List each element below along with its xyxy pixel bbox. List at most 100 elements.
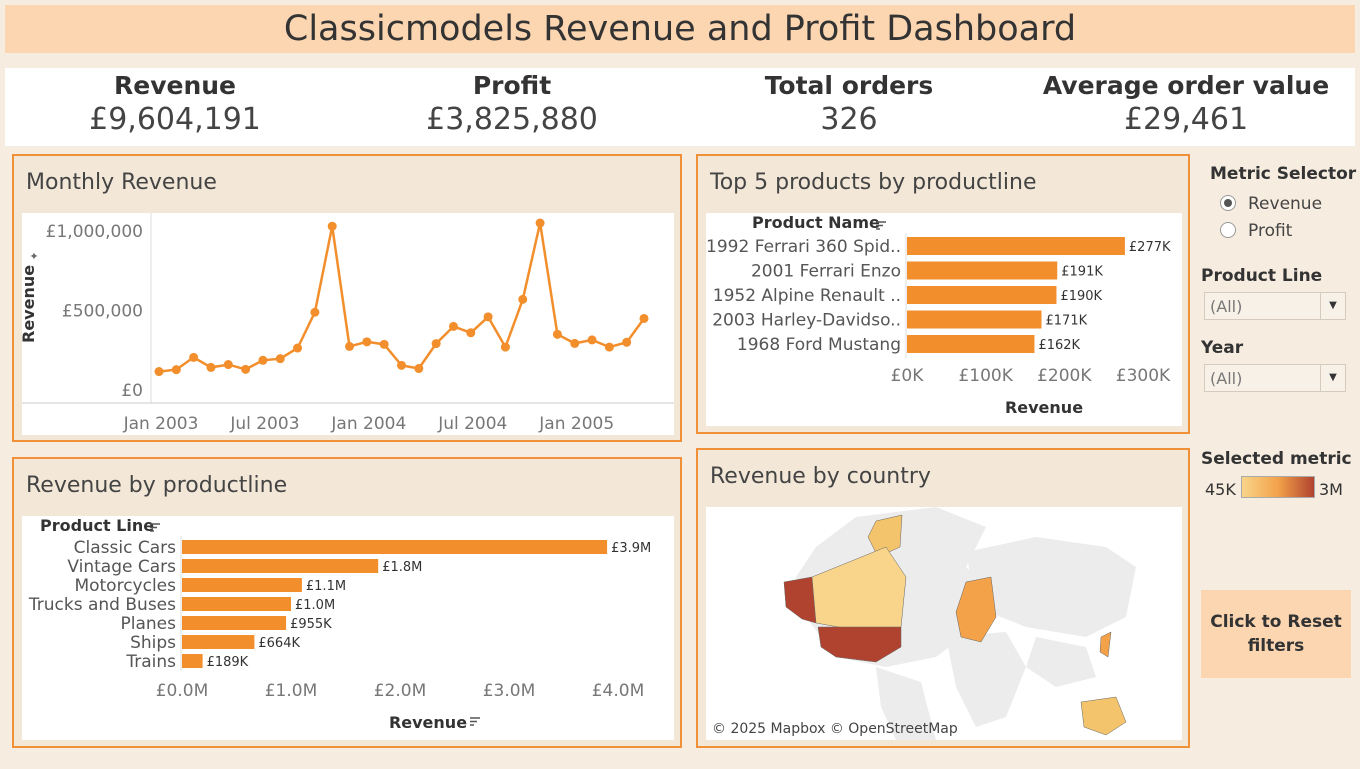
data-point[interactable]	[431, 339, 441, 349]
top5-products-chart[interactable]: Product Name 1992 Ferrari 360 Spid.. £277…	[706, 213, 1182, 426]
metric-selector-label: Metric Selector	[1210, 164, 1357, 184]
legend-min-label: 45K	[1205, 480, 1236, 499]
data-point[interactable]	[604, 342, 614, 352]
panel-title: Top 5 products by productline	[710, 170, 1037, 195]
map-land-south-america	[876, 667, 936, 740]
y-tick-label: £1,000,000	[46, 222, 143, 242]
bar-value-label: £664K	[258, 636, 300, 651]
bar[interactable]	[182, 654, 203, 668]
year-dropdown[interactable]: (All) ▼	[1204, 364, 1346, 392]
kpi-label: Average order value	[1042, 71, 1330, 100]
productline-plot[interactable]: Product Line Classic Cars £3.9M Vintage Ca…	[22, 516, 674, 740]
data-point[interactable]	[483, 312, 493, 322]
bar-value-label: £190K	[1060, 289, 1102, 304]
country-map[interactable]: © 2025 Mapbox © OpenStreetMap	[706, 507, 1182, 740]
data-point[interactable]	[448, 321, 458, 331]
data-point[interactable]	[154, 367, 164, 377]
sort-icon[interactable]	[150, 523, 160, 532]
bar[interactable]	[182, 616, 287, 630]
bar[interactable]	[182, 635, 255, 649]
data-point[interactable]	[206, 362, 216, 372]
data-point[interactable]	[327, 221, 337, 231]
dashboard-title-bar: Classicmodels Revenue and Profit Dashboa…	[5, 5, 1355, 53]
kpi-value: £9,604,191	[89, 102, 261, 137]
y-axis-label: Revenue	[22, 265, 38, 343]
data-point[interactable]	[466, 328, 476, 338]
bar-value-label: £171K	[1046, 314, 1088, 329]
productline-chart[interactable]: Product Line Classic Cars £3.9M Vintage Ca…	[22, 516, 674, 740]
category-label: 2001 Ferrari Enzo	[751, 262, 901, 282]
bar[interactable]	[182, 540, 608, 554]
chevron-down-icon[interactable]: ▼	[1320, 293, 1345, 319]
data-point[interactable]	[258, 355, 268, 365]
monthly-revenue-chart[interactable]: Revenue ✦ £0 £500,000 £1,000,000 Jan 2003 J…	[19, 213, 674, 435]
bar[interactable]	[907, 310, 1042, 329]
kpi-value: £29,461	[1123, 102, 1249, 137]
dropdown-value: (All)	[1210, 297, 1243, 316]
bar[interactable]	[907, 286, 1057, 304]
category-label: Ships	[130, 633, 176, 653]
sort-icon[interactable]	[470, 717, 480, 726]
bar[interactable]	[182, 597, 291, 611]
bar-value-label: £1.8M	[382, 560, 422, 575]
data-point[interactable]	[241, 364, 251, 374]
reset-filters-button[interactable]: Click to Reset filters	[1201, 590, 1351, 678]
data-point[interactable]	[275, 354, 285, 364]
data-point[interactable]	[535, 218, 545, 228]
data-point[interactable]	[293, 343, 303, 353]
panel-title: Revenue by productline	[26, 473, 288, 498]
world-map[interactable]: © 2025 Mapbox © OpenStreetMap	[706, 507, 1182, 740]
data-point[interactable]	[189, 352, 199, 362]
data-point[interactable]	[570, 338, 580, 348]
data-point[interactable]	[622, 337, 632, 347]
data-point[interactable]	[500, 342, 510, 352]
bar[interactable]	[182, 559, 379, 573]
metric-option-profit[interactable]: Profit	[1220, 221, 1292, 241]
category-label: 1968 Ford Mustang	[737, 335, 901, 355]
data-point[interactable]	[345, 341, 355, 351]
bar-value-label: £1.0M	[295, 598, 335, 613]
data-point[interactable]	[171, 365, 181, 375]
y-axis-title: Product Line	[40, 516, 154, 535]
top5-products-plot[interactable]: Product Name 1992 Ferrari 360 Spid.. £277…	[706, 213, 1182, 426]
radio-unselected-icon[interactable]	[1220, 222, 1236, 238]
metric-option-revenue[interactable]: Revenue	[1220, 194, 1322, 214]
y-tick-label: £0	[121, 381, 143, 401]
bar[interactable]	[182, 578, 302, 592]
category-label: Classic Cars	[74, 538, 176, 558]
kpi-label: Revenue	[113, 71, 236, 100]
bar-value-label: £191K	[1061, 265, 1103, 280]
dropdown-value: (All)	[1210, 369, 1243, 388]
x-axis-title: Revenue	[1005, 398, 1083, 417]
bar[interactable]	[907, 237, 1125, 255]
chevron-down-icon[interactable]: ▼	[1320, 365, 1345, 391]
data-point[interactable]	[397, 360, 406, 370]
product-line-dropdown[interactable]: (All) ▼	[1204, 292, 1346, 320]
legend-color-ramp	[1241, 476, 1315, 498]
category-label: 1952 Alpine Renault ..	[713, 286, 901, 306]
data-point[interactable]	[223, 360, 233, 370]
map-usa	[817, 626, 902, 663]
pin-icon[interactable]: ✦	[29, 250, 38, 263]
map-land-africa	[946, 632, 1026, 727]
data-point[interactable]	[310, 307, 320, 317]
radio-selected-icon[interactable]	[1220, 195, 1236, 211]
data-point[interactable]	[518, 294, 528, 304]
data-point[interactable]	[362, 337, 372, 347]
monthly-revenue-plot[interactable]: Revenue ✦ £0 £500,000 £1,000,000 Jan 2003 J…	[19, 213, 674, 435]
data-point[interactable]	[414, 364, 424, 374]
legend-title: Selected metric	[1201, 449, 1352, 469]
x-tick-label: Jul 2004	[437, 414, 507, 434]
sort-icon[interactable]	[876, 221, 886, 230]
product-line-filter-label: Product Line	[1201, 266, 1323, 286]
data-point[interactable]	[552, 329, 562, 339]
map-japan	[1099, 631, 1112, 658]
bar[interactable]	[907, 261, 1058, 280]
data-point[interactable]	[587, 335, 597, 345]
bar[interactable]	[907, 335, 1035, 353]
data-point[interactable]	[379, 339, 389, 349]
x-tick-label: £200K	[1037, 366, 1092, 386]
kpi-label: Total orders	[764, 71, 934, 100]
map-alaska	[783, 576, 817, 624]
data-point[interactable]	[639, 313, 649, 323]
